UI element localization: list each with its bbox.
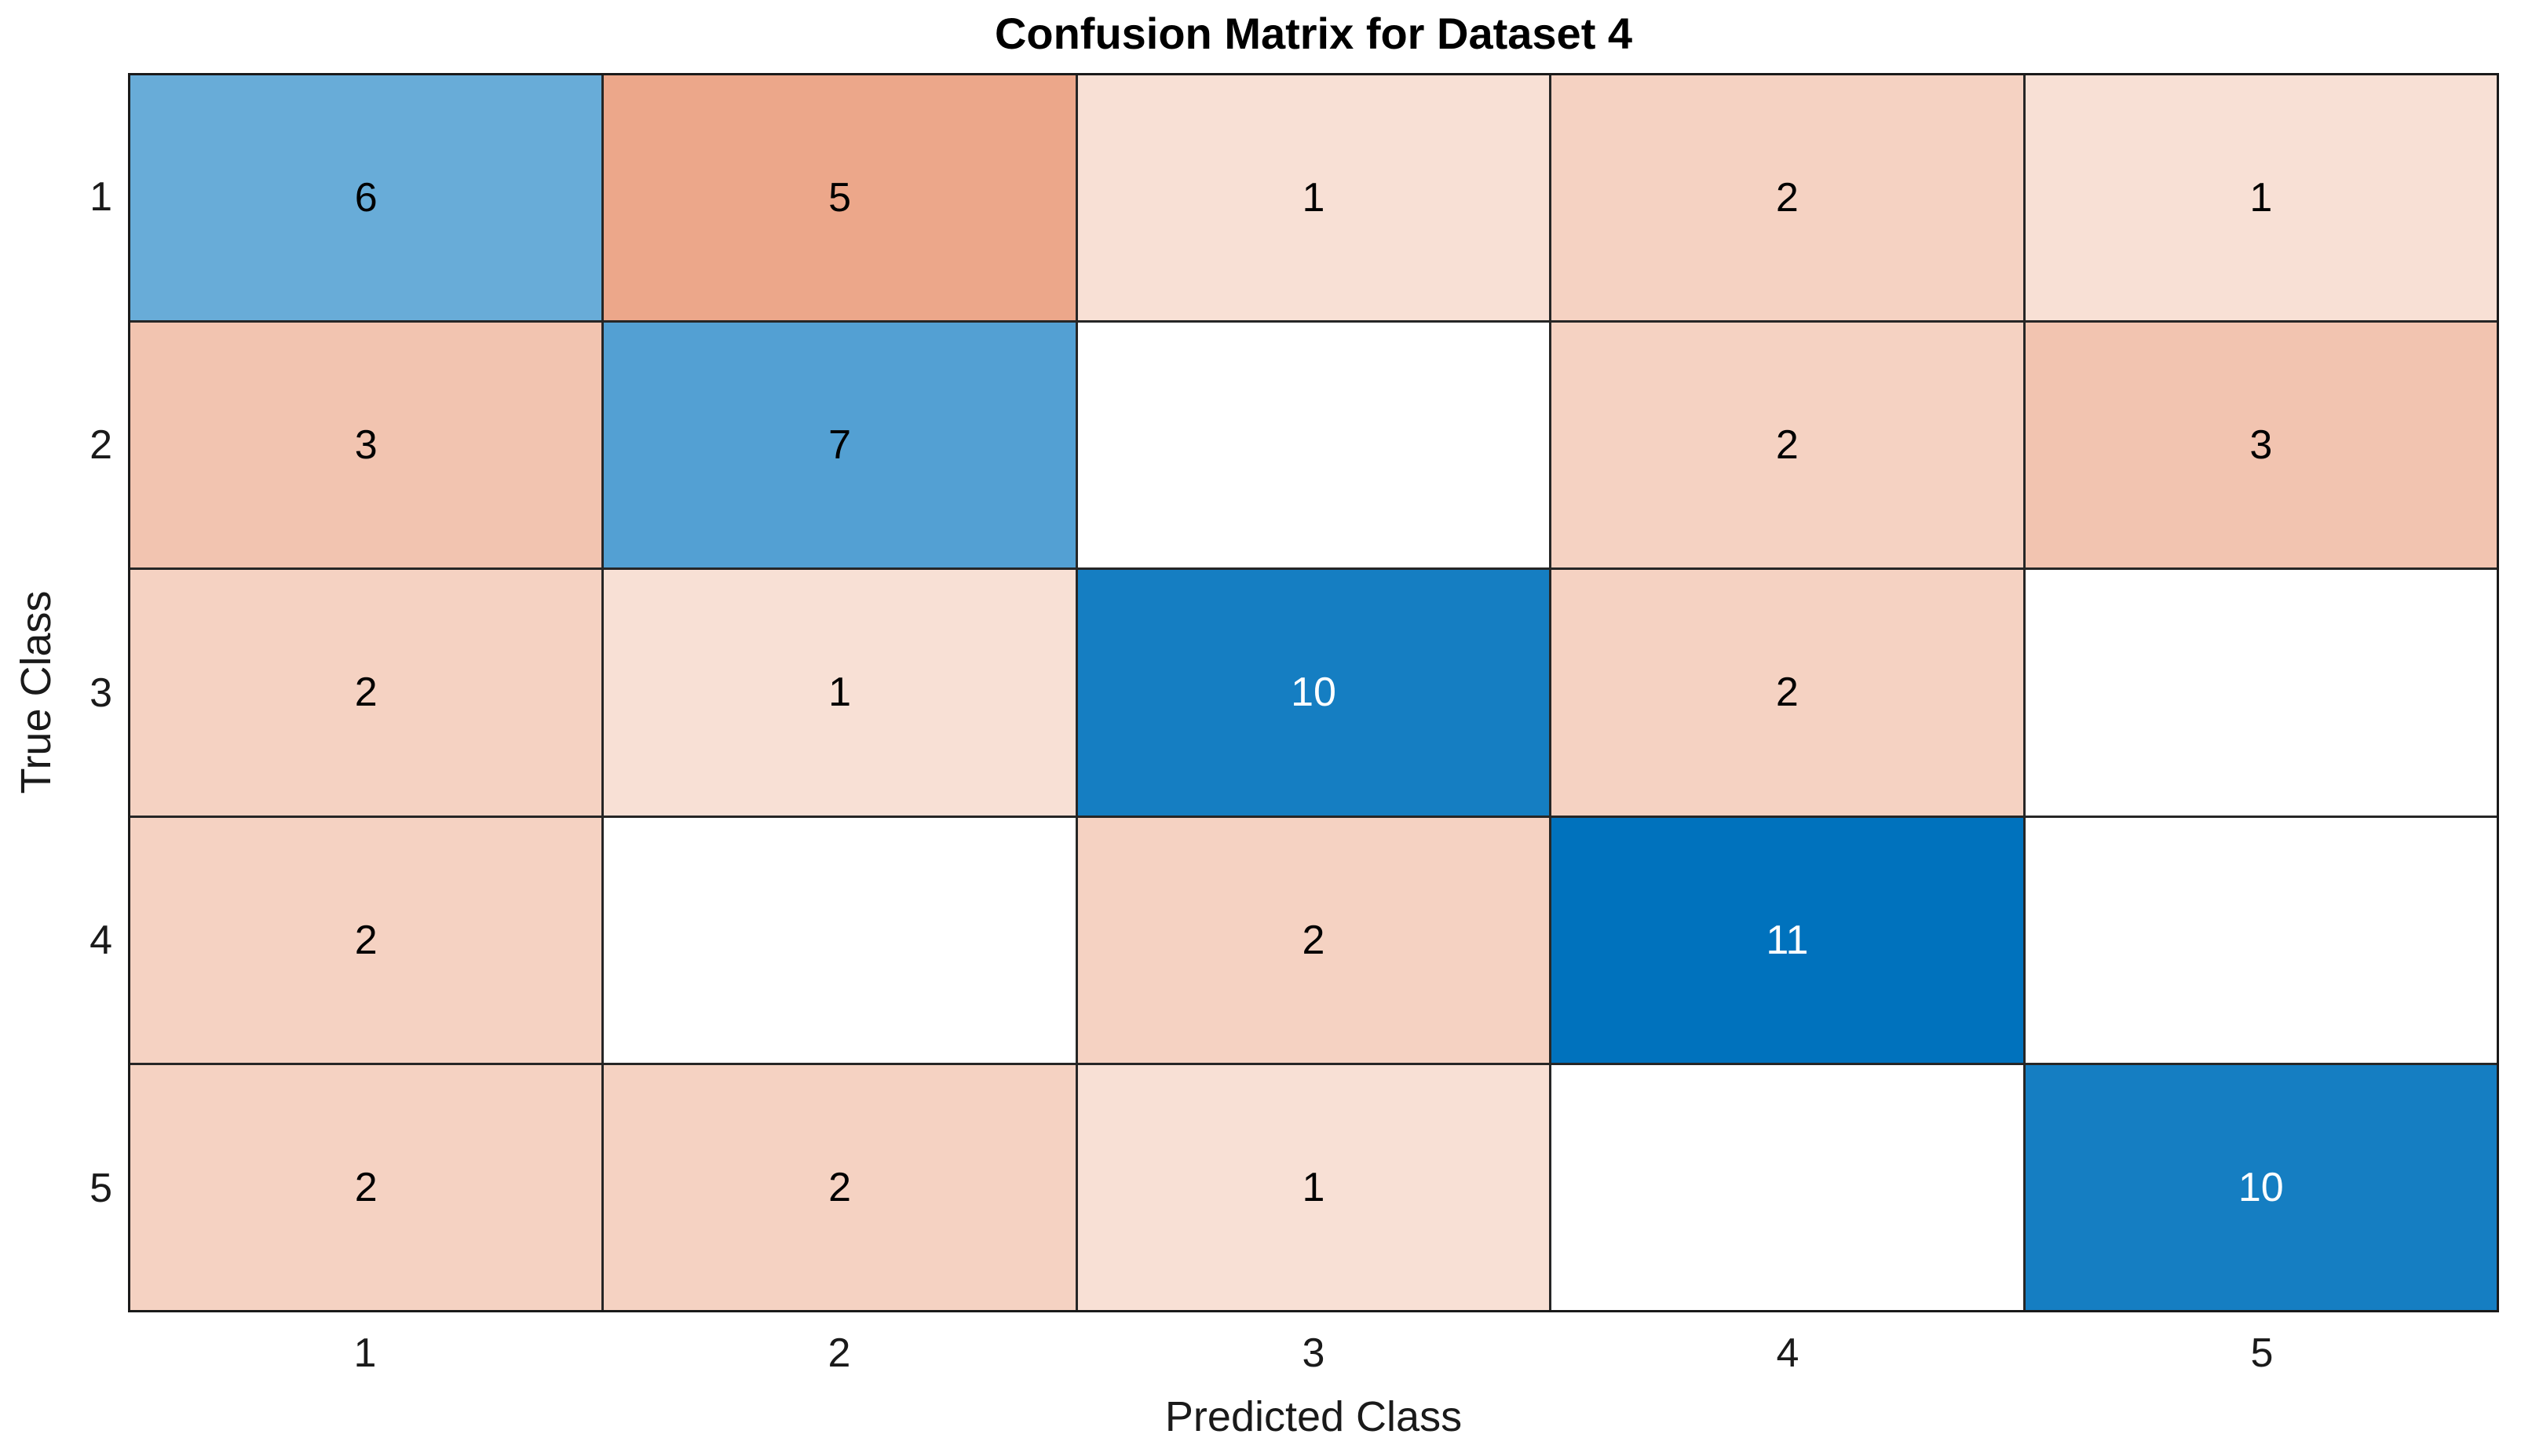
cell-value: 1 [1302, 175, 1325, 221]
matrix-cell-r2c2: 7 [604, 323, 1076, 568]
x-axis-ticks: 1 2 3 4 5 [128, 1330, 2499, 1385]
x-tick-label-1: 1 [353, 1330, 377, 1376]
y-tick-label-1: 1 [90, 173, 112, 220]
cell-value: 2 [1775, 670, 1799, 716]
cell-value: 2 [1775, 175, 1799, 221]
matrix-cell-r5c1: 2 [130, 1064, 602, 1310]
cell-value: 2 [1302, 917, 1325, 963]
matrix-cell-r5c5: 10 [2025, 1064, 2497, 1310]
matrix-grid: 6 5 1 2 1 3 7 2 3 2 1 10 2 2 2 11 2 2 1 10 [128, 73, 2499, 1312]
matrix-cell-r1c2: 5 [604, 75, 1076, 321]
y-axis-ticks: 1 2 3 4 5 [0, 73, 112, 1312]
cell-value: 3 [354, 422, 378, 469]
cell-value: 1 [828, 670, 852, 716]
matrix-cell-r4c3: 2 [1077, 817, 1550, 1063]
cell-value: 2 [354, 670, 378, 716]
matrix-cell-r2c5: 3 [2025, 323, 2497, 568]
cell-value: 7 [828, 422, 852, 469]
matrix-cell-r2c4: 2 [1551, 323, 2023, 568]
matrix-cell-r4c4: 11 [1551, 817, 2023, 1063]
cell-value: 2 [1775, 422, 1799, 469]
cell-value: 6 [354, 175, 378, 221]
matrix-cell-r2c1: 3 [130, 323, 602, 568]
matrix-cell-r3c1: 2 [130, 570, 602, 816]
cell-value: 1 [2249, 175, 2273, 221]
matrix-cell-r5c2: 2 [604, 1064, 1076, 1310]
matrix-cell-r5c3: 1 [1077, 1064, 1550, 1310]
matrix-cell-r3c5 [2025, 570, 2497, 816]
y-tick-label-5: 5 [90, 1166, 112, 1212]
matrix-cell-r1c5: 1 [2025, 75, 2497, 321]
cell-value: 2 [354, 1164, 378, 1210]
matrix-cell-r3c4: 2 [1551, 570, 2023, 816]
matrix-cell-r3c2: 1 [604, 570, 1076, 816]
matrix-cell-r3c3: 10 [1077, 570, 1550, 816]
y-tick-label-2: 2 [90, 421, 112, 468]
x-tick-label-4: 4 [1776, 1330, 1799, 1376]
x-axis-label: Predicted Class [1164, 1393, 1463, 1440]
x-tick-label-5: 5 [2250, 1330, 2274, 1376]
matrix-cell-r4c5 [2025, 817, 2497, 1063]
matrix-cell-r1c1: 6 [130, 75, 602, 321]
matrix-cell-r5c4 [1551, 1064, 2023, 1310]
cell-value: 10 [1291, 670, 1336, 716]
cell-value: 11 [1766, 917, 1809, 963]
matrix-cell-r1c4: 2 [1551, 75, 2023, 321]
cell-value: 3 [2249, 422, 2273, 469]
cell-value: 2 [354, 917, 378, 963]
matrix-cell-r4c2 [604, 817, 1076, 1063]
y-tick-label-3: 3 [90, 670, 112, 716]
cell-value: 10 [2238, 1164, 2284, 1210]
matrix-cell-r4c1: 2 [130, 817, 602, 1063]
matrix-cell-r2c3 [1077, 323, 1550, 568]
chart-title: Confusion Matrix for Dataset 4 [994, 9, 1633, 58]
cell-value: 2 [828, 1164, 852, 1210]
x-tick-label-3: 3 [1302, 1330, 1325, 1376]
matrix-cell-r1c3: 1 [1077, 75, 1550, 321]
x-tick-label-2: 2 [828, 1330, 851, 1376]
cell-value: 5 [828, 175, 852, 221]
cell-value: 1 [1302, 1164, 1325, 1210]
y-tick-label-4: 4 [90, 918, 112, 964]
